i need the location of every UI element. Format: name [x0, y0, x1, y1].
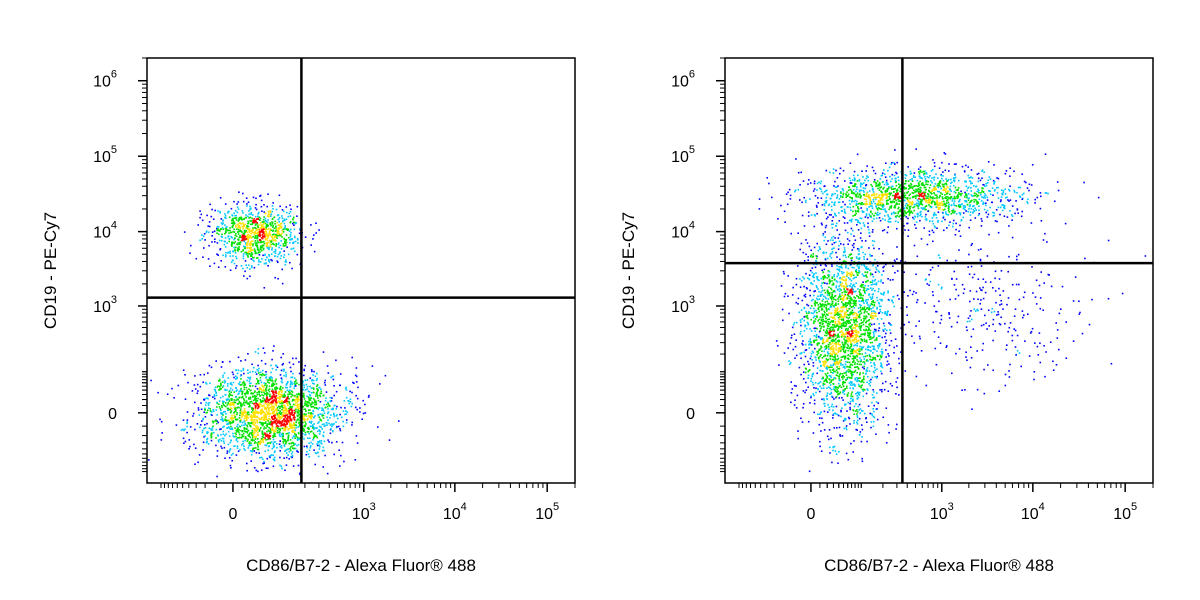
x-tick-label: 104 — [443, 501, 467, 523]
x-tick-label: 104 — [1021, 501, 1045, 523]
y-tick-label: 103 — [671, 294, 695, 316]
y-tick-label: 105 — [671, 144, 695, 166]
plot-area — [147, 58, 575, 483]
x-tick-label: 105 — [1113, 501, 1137, 523]
y-tick-label: 0 — [108, 406, 117, 423]
y-axis-ticks — [138, 57, 147, 473]
y-axis-title: CD19 - PE-Cy7 — [619, 212, 638, 329]
y-tick-label: 104 — [671, 220, 695, 242]
y-tick-label: 103 — [93, 294, 117, 316]
x-axis-title: CD86/B7-2 - Alexa Fluor® 488 — [824, 556, 1054, 575]
plot-panel-1: 0 103 104 105 0 103 104 105 106 CD86/B7-2 - Alexa… — [41, 57, 576, 575]
y-tick-label: 104 — [93, 220, 117, 242]
event-dots — [758, 148, 1147, 473]
y-tick-label: 105 — [93, 144, 117, 166]
x-tick-label: 103 — [930, 501, 954, 523]
plot-area — [725, 58, 1153, 483]
x-axis-ticks — [738, 483, 1154, 492]
y-tick-label: 106 — [671, 69, 695, 91]
x-tick-label: 0 — [806, 506, 815, 523]
plot-panel-2: 0 103 104 105 0 103 104 105 106 CD86/B7-2 - Alexa… — [619, 57, 1154, 575]
y-axis-title: CD19 - PE-Cy7 — [41, 212, 60, 329]
event-dots — [148, 191, 400, 478]
y-tick-label: 0 — [686, 406, 695, 423]
x-axis-title: CD86/B7-2 - Alexa Fluor® 488 — [246, 556, 476, 575]
x-tick-label: 0 — [228, 506, 237, 523]
y-tick-label: 106 — [93, 69, 117, 91]
y-axis-ticks — [716, 57, 725, 473]
x-tick-label: 103 — [352, 501, 376, 523]
x-axis-ticks — [160, 483, 576, 492]
x-tick-label: 105 — [535, 501, 559, 523]
